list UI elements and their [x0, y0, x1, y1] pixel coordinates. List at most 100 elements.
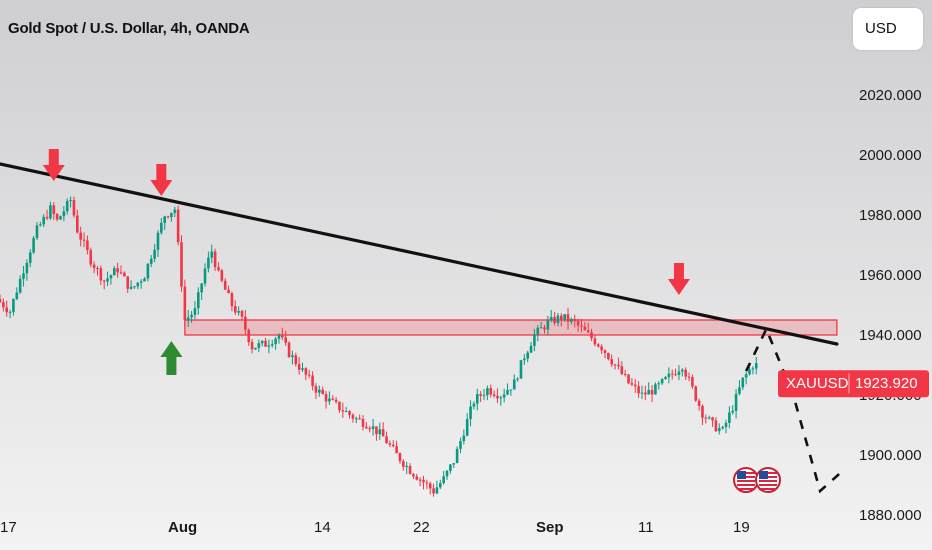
arrow-down-icon — [42, 149, 65, 181]
candle — [230, 291, 234, 312]
trendline[interactable] — [0, 162, 839, 346]
candle — [593, 335, 597, 347]
candle — [321, 386, 324, 395]
candle-body — [630, 383, 634, 385]
candle — [358, 414, 361, 420]
candle-body — [681, 369, 684, 372]
currency-selector[interactable]: USD — [853, 8, 923, 50]
candle-body — [220, 270, 224, 281]
candle-body — [714, 420, 718, 432]
candle-body — [173, 209, 177, 213]
candle — [260, 340, 264, 347]
candle-body — [697, 400, 701, 406]
candle-body — [86, 240, 89, 251]
candle-body — [197, 292, 200, 309]
candle — [744, 371, 748, 385]
candle — [284, 331, 287, 346]
candle-body — [79, 232, 82, 240]
candle-body — [677, 371, 681, 375]
candle — [596, 343, 600, 348]
candle-body — [371, 426, 375, 429]
candle-body — [465, 419, 469, 436]
candle-body — [267, 345, 271, 347]
candle — [408, 463, 412, 475]
candle-body — [0, 299, 2, 303]
candle-body — [660, 378, 664, 384]
candle — [654, 382, 657, 395]
candle-body — [318, 389, 321, 393]
candle — [378, 422, 382, 441]
candle — [274, 336, 277, 350]
candle — [704, 414, 708, 424]
candle — [600, 344, 603, 355]
candle — [166, 215, 170, 219]
candle-body — [583, 326, 587, 331]
us-flag-icon[interactable] — [733, 467, 759, 493]
candle — [687, 372, 691, 382]
candle — [287, 341, 291, 359]
candle-body — [82, 239, 86, 241]
candle-body — [627, 374, 630, 384]
candle — [442, 470, 445, 485]
candle-body — [348, 411, 351, 415]
candle — [566, 307, 570, 330]
candle — [314, 383, 318, 400]
price-badge-value: 1923.920 — [855, 375, 918, 392]
candle — [724, 419, 728, 434]
candle-body — [469, 406, 472, 420]
candle — [106, 271, 109, 287]
candle — [281, 327, 284, 341]
arrow-up-icon — [160, 341, 183, 375]
price-badge[interactable] — [778, 370, 929, 398]
candle — [465, 413, 469, 437]
candle — [560, 313, 563, 327]
candle — [8, 309, 12, 319]
resistance-zone[interactable] — [184, 319, 838, 336]
candle — [102, 279, 106, 290]
candle — [452, 463, 456, 469]
candle-body — [59, 216, 62, 220]
candle — [381, 422, 385, 437]
candle-body — [153, 249, 156, 259]
candle-body — [556, 315, 560, 324]
candle-body — [610, 359, 614, 365]
candle — [570, 317, 573, 325]
candle — [338, 401, 341, 413]
candle — [129, 280, 133, 290]
candle-body — [395, 446, 398, 454]
us-flag-icon[interactable] — [755, 467, 781, 493]
candle — [200, 282, 203, 300]
candle-body — [260, 340, 264, 344]
candle — [536, 325, 540, 342]
candle — [99, 265, 103, 286]
candle-body — [378, 429, 382, 435]
candle-body — [560, 315, 563, 320]
candle-body — [449, 464, 452, 471]
candle-body — [408, 465, 412, 474]
candle — [549, 310, 553, 323]
candle-body — [49, 205, 52, 219]
candle — [576, 318, 580, 332]
candle-body — [479, 394, 482, 396]
candle-body — [39, 224, 42, 226]
candle-body — [254, 347, 257, 350]
x-axis-tick-label: Sep — [536, 519, 564, 536]
candle-body — [230, 293, 234, 307]
candle — [116, 262, 119, 278]
candle-body — [247, 329, 251, 342]
candle-body — [341, 410, 345, 412]
candle-body — [526, 352, 529, 359]
candle-body — [324, 393, 328, 402]
candle-body — [311, 375, 314, 387]
candle-body — [546, 320, 550, 330]
candle-body — [331, 398, 335, 400]
candle-body — [580, 325, 583, 327]
candle — [267, 339, 271, 354]
candle — [123, 271, 126, 277]
candle-body — [116, 268, 119, 273]
candle-body — [687, 376, 691, 378]
candle — [244, 309, 247, 335]
candle-body — [617, 364, 620, 367]
